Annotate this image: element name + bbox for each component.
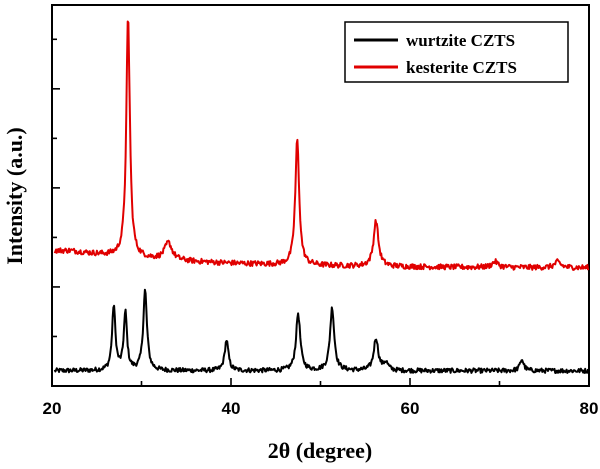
x-tick-label-40: 40 [222, 399, 241, 418]
series-layer [53, 20, 590, 374]
legend-label-wurtzite: wurtzite CZTS [406, 31, 515, 50]
y-axis-title: Intensity (a.u.) [2, 127, 27, 265]
x-tick-label-20: 20 [43, 399, 62, 418]
x-tick-label-80: 80 [580, 399, 599, 418]
tick-layer [51, 38, 590, 387]
legend-label-kesterite: kesterite CZTS [406, 58, 517, 77]
legend-box [344, 21, 569, 83]
x-tick-label-60: 60 [401, 399, 420, 418]
legend: wurtzite CZTS kesterite CZTS [344, 21, 569, 83]
series-line-wurtzite [53, 288, 590, 374]
x-axis-title: 2θ (degree) [268, 438, 373, 463]
series-line-kesterite [53, 20, 590, 271]
